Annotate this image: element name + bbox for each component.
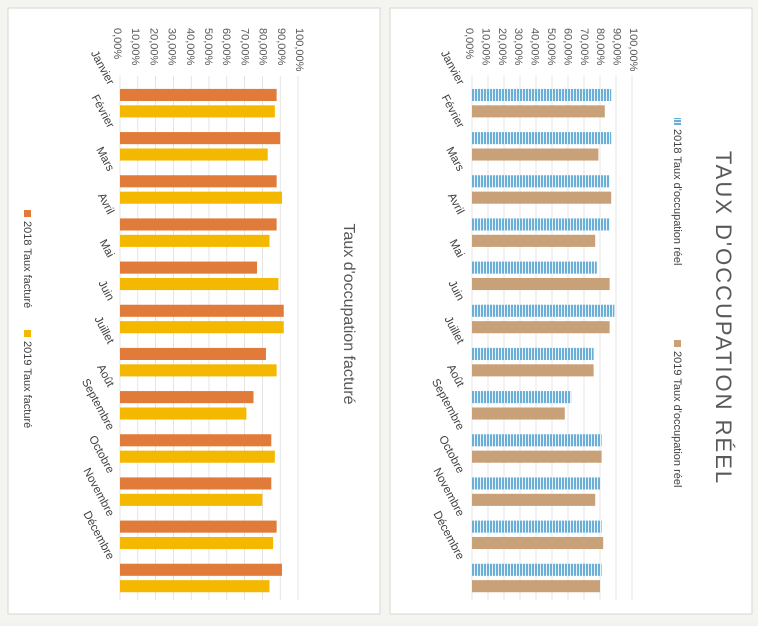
legend-swatch — [674, 340, 681, 347]
value-tick-label: 10,00% — [479, 28, 491, 66]
value-tick-label: 0,00% — [111, 28, 123, 59]
bar-décembre-series-2 — [472, 580, 600, 593]
bar-janvier-series-2 — [472, 105, 605, 118]
value-tick-label: 0,00% — [463, 28, 475, 59]
value-tick-label: 70,00% — [238, 28, 250, 66]
bar-novembre-series-2 — [120, 536, 274, 550]
bar-mars-series-1 — [472, 175, 610, 188]
value-tick-label: 90,00% — [275, 28, 287, 66]
bar-avril-series-1 — [120, 218, 277, 231]
bar-avril-series-2 — [472, 234, 596, 247]
value-tick-label: 20,00% — [496, 28, 508, 66]
bar-mars-series-2 — [472, 191, 612, 204]
value-tick-label: 100,00% — [627, 28, 639, 72]
bar-janvier-series-2 — [120, 105, 275, 118]
bar-août-series-2 — [472, 407, 565, 420]
bar-décembre-series-2 — [120, 580, 270, 593]
value-tick-label: 80,00% — [594, 28, 606, 66]
bar-mars-series-2 — [120, 191, 282, 204]
value-tick-label: 40,00% — [529, 28, 541, 66]
bar-juin-series-1 — [472, 304, 615, 317]
bar-février-series-1 — [120, 132, 281, 145]
legend-swatch — [24, 210, 31, 217]
value-tick-label: 10,00% — [129, 28, 141, 66]
legend-label: 2018 Taux d'occupation réel — [671, 129, 683, 265]
bar-mai-series-2 — [120, 277, 279, 291]
bar-octobre-series-1 — [472, 477, 600, 490]
value-tick-label: 50,00% — [202, 28, 214, 66]
bar-décembre-series-1 — [120, 563, 282, 576]
chart-title: Taux d'occupation facturé — [340, 224, 357, 405]
legend-swatch — [24, 330, 31, 337]
value-tick-label: 60,00% — [220, 28, 232, 66]
legend-item: 2019 Taux d'occupation réel — [671, 340, 683, 487]
legend-item: 2018 Taux d'occupation réel — [671, 118, 683, 265]
value-tick-label: 60,00% — [561, 28, 573, 66]
bar-septembre-series-1 — [120, 434, 272, 447]
bar-juillet-series-1 — [472, 347, 594, 360]
value-tick-label: 100,00% — [293, 28, 305, 72]
bar-novembre-series-1 — [472, 520, 602, 533]
value-tick-label: 90,00% — [611, 28, 623, 66]
bar-octobre-series-2 — [120, 493, 263, 506]
bar-août-series-1 — [120, 391, 254, 404]
bar-février-series-1 — [472, 132, 612, 145]
value-tick-label: 20,00% — [147, 28, 159, 66]
value-tick-label: 70,00% — [578, 28, 590, 66]
bar-juillet-series-2 — [120, 364, 277, 377]
legend-item: 2018 Taux facturé — [21, 210, 33, 308]
value-tick-label: 30,00% — [512, 28, 524, 66]
legend-item: 2019 Taux facturé — [21, 330, 33, 428]
legend-label: 2019 Taux d'occupation réel — [671, 351, 683, 487]
bar-mai-series-1 — [120, 261, 258, 274]
value-tick-label: 80,00% — [257, 28, 269, 66]
bar-septembre-series-2 — [120, 450, 275, 463]
bar-octobre-series-2 — [472, 493, 596, 506]
bar-juin-series-2 — [120, 321, 284, 334]
bar-février-series-2 — [472, 148, 599, 161]
bar-janvier-series-1 — [120, 88, 277, 101]
chart-2: 0,00% 10,00% 20,00% 30,00% 40,00% 50,00% 60,00… — [7, 7, 381, 615]
bar-juin-series-1 — [120, 304, 284, 317]
bar-mai-series-1 — [472, 261, 597, 274]
bar-novembre-series-2 — [472, 536, 604, 550]
legend-swatch — [674, 118, 681, 125]
chart-1: 0,00% 10,00% 20,00% 30,00% 40,00% 50,00% 60,00… — [389, 7, 753, 615]
bar-juillet-series-1 — [120, 347, 266, 360]
bar-mars-series-1 — [120, 175, 277, 188]
legend-label: 2018 Taux facturé — [21, 221, 33, 308]
bar-avril-series-1 — [472, 218, 610, 231]
bar-octobre-series-1 — [120, 477, 272, 490]
bar-février-series-2 — [120, 148, 268, 161]
value-tick-label: 50,00% — [545, 28, 557, 66]
bar-juin-series-2 — [472, 321, 610, 334]
chart-title: TAUX D'OCCUPATION RÉEL — [711, 151, 736, 485]
bar-avril-series-2 — [120, 234, 270, 247]
legend-label: 2019 Taux facturé — [21, 341, 33, 428]
bar-mai-series-2 — [472, 277, 610, 291]
bar-août-series-1 — [472, 391, 572, 404]
bar-juillet-series-2 — [472, 364, 594, 377]
bar-décembre-series-1 — [472, 563, 602, 576]
value-tick-label: 40,00% — [184, 28, 196, 66]
bar-novembre-series-1 — [120, 520, 277, 533]
bar-septembre-series-1 — [472, 434, 602, 447]
bar-août-series-2 — [120, 407, 247, 420]
bar-janvier-series-1 — [472, 88, 612, 101]
bar-septembre-series-2 — [472, 450, 602, 463]
value-tick-label: 30,00% — [166, 28, 178, 66]
